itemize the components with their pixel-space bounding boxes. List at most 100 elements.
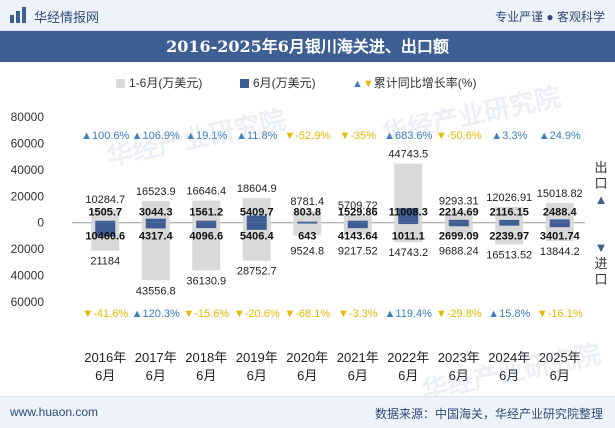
import-monthly-label: 2699.09: [439, 231, 479, 243]
import-cumulative-label: 43556.8: [136, 285, 176, 297]
import-monthly-label: 5406.4: [240, 231, 275, 243]
import-growth-label: ▼-29.8%: [436, 308, 482, 320]
import-cumulative-label: 16513.52: [486, 250, 532, 262]
export-monthly-label: 803.8: [293, 207, 321, 219]
import-growth-label: ▼-20.6%: [234, 308, 280, 320]
export-monthly-label: 3044.3: [139, 207, 173, 219]
import-monthly-label: 2239.97: [489, 231, 529, 243]
export-cumulative-bar: [343, 215, 372, 223]
import-growth-label: ▲15.8%: [488, 308, 530, 320]
top-bar: 华经情报网 专业严谨 ● 客观科学: [0, 0, 615, 31]
export-growth-label: ▲106.9%: [132, 130, 180, 142]
export-monthly-label: 5409.7: [240, 207, 274, 219]
import-growth-label: ▲120.3%: [132, 308, 180, 320]
import-cumulative-bar: [192, 222, 221, 271]
export-monthly-label: 1505.7: [88, 207, 122, 219]
import-monthly-bar: [145, 222, 166, 229]
import-growth-label: ▼-3.3%: [338, 308, 378, 320]
export-monthly-label: 11008.3: [389, 207, 428, 219]
import-cumulative-label: 28752.7: [237, 266, 277, 278]
export-cumulative-label: 16646.4: [186, 186, 226, 198]
category-label-year: 2021年: [337, 350, 379, 365]
category-label-month: 6月: [247, 368, 267, 383]
category-label-year: 2025年: [539, 350, 581, 365]
export-growth-label: ▲19.1%: [185, 130, 227, 142]
import-monthly-bar: [246, 222, 267, 230]
legend-cumulative-label: 1-6月(万美元): [129, 76, 203, 90]
export-cumulative-bar: [91, 209, 120, 223]
import-cumulative-bar: [545, 222, 574, 242]
legend-up-icon: ▲: [352, 78, 363, 90]
category-label-month: 6月: [550, 368, 570, 383]
import-cumulative-bar: [495, 222, 524, 245]
import-growth-label: ▼-16.1%: [537, 308, 583, 320]
export-monthly-label: 2116.15: [490, 207, 529, 219]
import-monthly-label: 643: [298, 231, 316, 243]
footer-url[interactable]: www.huaon.com: [10, 405, 99, 419]
export-growth-label: ▲100.6%: [81, 130, 129, 142]
import-side-label: ▼ 进口: [593, 240, 609, 288]
import-monthly-label: 4143.64: [338, 231, 379, 243]
category-label-month: 6月: [449, 368, 469, 383]
export-monthly-bar: [246, 215, 267, 223]
legend-monthly-swatch: [240, 79, 249, 88]
export-monthly-label: 2214.69: [439, 207, 479, 219]
category-label-month: 6月: [196, 368, 216, 383]
category-label-month: 6月: [95, 368, 115, 383]
export-cumulative-bar: [192, 200, 221, 223]
export-cumulative-bar: [141, 200, 170, 223]
slogan: 专业严谨 ● 客观科学: [495, 10, 605, 24]
export-cumulative-bar: [444, 210, 473, 223]
export-arrow-icon: ▲: [594, 192, 608, 207]
legend-growth-label: 累计同比增长率(%): [373, 76, 477, 90]
export-side-text: 出口: [594, 160, 608, 191]
export-cumulative-label: 16523.9: [136, 186, 176, 198]
import-growth-label: ▲119.4%: [385, 308, 433, 320]
import-monthly-bar: [347, 222, 368, 229]
export-monthly-bar: [95, 220, 116, 223]
category-label-month: 6月: [398, 368, 418, 383]
brand-name[interactable]: 华经情报网: [34, 10, 100, 25]
export-cumulative-label: 18604.9: [237, 183, 277, 195]
category-label-year: 2024年: [488, 350, 530, 365]
category-label-year: 2018年: [185, 350, 227, 365]
import-monthly-bar: [549, 222, 570, 228]
export-cumulative-bar: [495, 206, 524, 223]
import-cumulative-label: 21184: [90, 256, 120, 268]
category-label-month: 6月: [499, 368, 519, 383]
export-side-label: 出口 ▲: [593, 160, 609, 208]
export-cumulative-bar: [545, 202, 574, 223]
export-monthly-bar: [448, 219, 469, 223]
import-monthly-bar: [297, 222, 318, 224]
import-monthly-bar: [398, 222, 419, 225]
import-cumulative-bar: [141, 222, 170, 281]
y-tick-label: 20000: [11, 189, 45, 203]
footer-source: 数据来源：中国海关，华经产业研究院整理: [374, 407, 603, 421]
import-growth-label: ▼-41.6%: [82, 308, 128, 320]
import-side-text: 进口: [594, 256, 608, 287]
import-monthly-label: 4317.4: [139, 231, 174, 243]
export-cumulative-bar: [293, 211, 322, 223]
export-monthly-bar: [347, 220, 368, 223]
export-monthly-label: 1561.2: [189, 207, 223, 219]
y-tick-label: 80000: [11, 110, 45, 124]
category-label-year: 2023年: [438, 350, 480, 365]
export-growth-label: ▲3.3%: [491, 130, 527, 142]
export-cumulative-label: 10284.7: [85, 194, 125, 206]
export-growth-label: ▲11.8%: [236, 130, 277, 142]
import-growth-label: ▼-68.1%: [284, 308, 330, 320]
export-monthly-bar: [398, 208, 419, 223]
import-growth-label: ▼-15.6%: [183, 308, 229, 320]
category-label-year: 2019年: [236, 350, 278, 365]
import-cumulative-label: 13844.2: [540, 246, 580, 258]
y-tick-label: 40000: [11, 269, 45, 283]
category-label-year: 2020年: [286, 350, 328, 365]
export-growth-label: ▼-50.6%: [436, 130, 482, 142]
import-monthly-bar: [95, 222, 116, 237]
category-label-month: 6月: [146, 368, 166, 383]
import-monthly-label: 1011.1: [392, 231, 425, 243]
export-growth-label: ▼-52.9%: [284, 130, 330, 142]
import-monthly-label: 3401.74: [540, 231, 581, 243]
legend-monthly: 6月(万美元): [240, 74, 316, 91]
export-monthly-bar: [297, 221, 318, 223]
